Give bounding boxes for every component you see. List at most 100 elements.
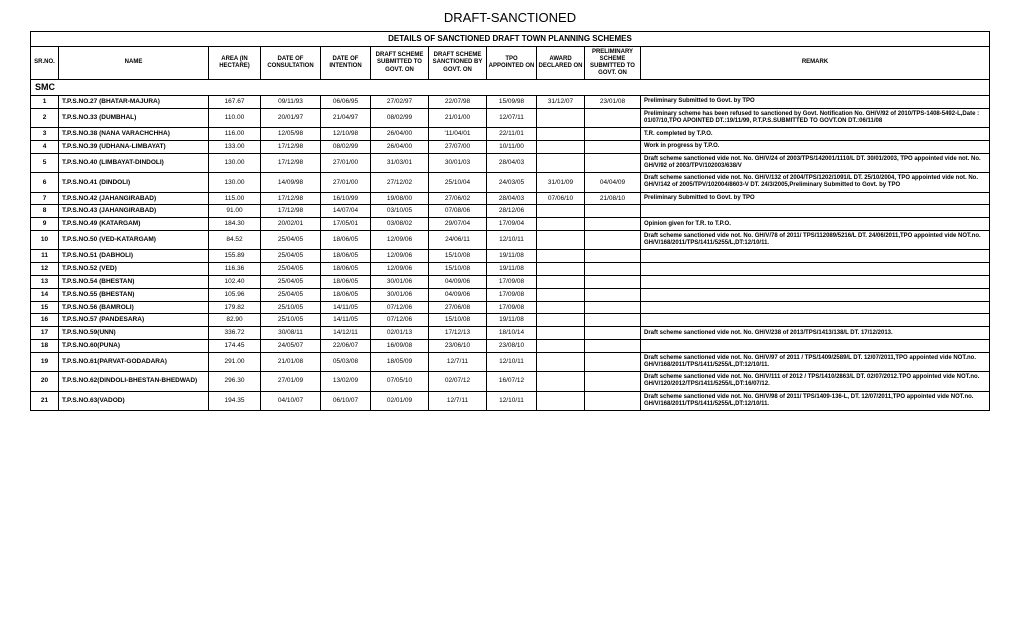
cell-consult: 17/12/98 <box>261 192 321 205</box>
cell-intention: 22/06/07 <box>321 340 371 353</box>
cell-prelim <box>585 141 641 154</box>
cell-intention: 14/12/11 <box>321 327 371 340</box>
cell-tpo: 28/04/03 <box>487 192 537 205</box>
cell-award <box>537 218 585 231</box>
cell-draft-sanctioned: 21/01/00 <box>429 108 487 127</box>
cell-area: 336.72 <box>209 327 261 340</box>
cell-sr: 5 <box>31 153 59 172</box>
cell-remark: Draft scheme sanctioned vide not. No. GH… <box>641 153 990 172</box>
hdr-consult: DATE OF CONSULTATION <box>261 46 321 80</box>
table-row: 21T.P.S.NO.63(VADOD)194.3504/10/0706/10/… <box>31 391 990 410</box>
cell-award <box>537 301 585 314</box>
cell-consult: 25/04/05 <box>261 288 321 301</box>
cell-sr: 8 <box>31 205 59 218</box>
cell-prelim: 23/01/08 <box>585 96 641 109</box>
cell-intention: 18/06/05 <box>321 276 371 289</box>
cell-intention: 27/01/00 <box>321 153 371 172</box>
cell-intention: 17/05/01 <box>321 218 371 231</box>
cell-draft-submitted: 30/01/06 <box>371 288 429 301</box>
hdr-award: AWARD DECLARED ON <box>537 46 585 80</box>
cell-draft-submitted: 31/03/01 <box>371 153 429 172</box>
cell-intention: 14/07/04 <box>321 205 371 218</box>
cell-draft-submitted: 07/05/10 <box>371 372 429 391</box>
table-row: 3T.P.S.NO.38 (NANA VARACHCHHA)116.0012/0… <box>31 128 990 141</box>
cell-intention: 18/06/05 <box>321 263 371 276</box>
cell-draft-submitted: 03/08/02 <box>371 218 429 231</box>
cell-remark <box>641 314 990 327</box>
cell-area: 133.00 <box>209 141 261 154</box>
cell-remark: Preliminary Submitted to Govt. by TPO <box>641 96 990 109</box>
cell-area: 174.45 <box>209 340 261 353</box>
table-row: 17T.P.S.NO.59(UNN)336.7230/08/1114/12/11… <box>31 327 990 340</box>
hdr-draft-sanctioned: DRAFT SCHEME SANCTIONED BY GOVT. ON <box>429 46 487 80</box>
cell-sr: 7 <box>31 192 59 205</box>
cell-sr: 4 <box>31 141 59 154</box>
cell-remark <box>641 263 990 276</box>
cell-tpo: 12/10/11 <box>487 391 537 410</box>
cell-name: T.P.S.NO.41 (DINDOLI) <box>59 173 209 192</box>
cell-area: 130.00 <box>209 173 261 192</box>
cell-name: T.P.S.NO.40 (LIMBAYAT-DINDOLI) <box>59 153 209 172</box>
cell-tpo: 19/11/08 <box>487 314 537 327</box>
cell-consult: 24/05/07 <box>261 340 321 353</box>
cell-award <box>537 372 585 391</box>
cell-sr: 6 <box>31 173 59 192</box>
cell-name: T.P.S.NO.38 (NANA VARACHCHHA) <box>59 128 209 141</box>
cell-consult: 09/11/93 <box>261 96 321 109</box>
cell-remark: T.R. completed by T.P.O. <box>641 128 990 141</box>
cell-area: 105.96 <box>209 288 261 301</box>
cell-remark: Draft scheme sanctioned vide not. No. GH… <box>641 372 990 391</box>
cell-sr: 16 <box>31 314 59 327</box>
cell-draft-sanctioned: 30/01/03 <box>429 153 487 172</box>
cell-draft-sanctioned: 17/12/13 <box>429 327 487 340</box>
table-row: 20T.P.S.NO.62(DINDOLI-BHESTAN-BHEDWAD)29… <box>31 372 990 391</box>
cell-prelim: 04/04/09 <box>585 173 641 192</box>
cell-prelim <box>585 231 641 250</box>
cell-name: T.P.S.NO.56 (BAMROLI) <box>59 301 209 314</box>
cell-name: T.P.S.NO.62(DINDOLI-BHESTAN-BHEDWAD) <box>59 372 209 391</box>
cell-name: T.P.S.NO.57 (PANDESARA) <box>59 314 209 327</box>
cell-draft-sanctioned: 15/10/08 <box>429 250 487 263</box>
table-row: 10T.P.S.NO.50 (VED-KATARGAM)84.5225/04/0… <box>31 231 990 250</box>
cell-prelim <box>585 288 641 301</box>
table-row: 16T.P.S.NO.57 (PANDESARA)82.9025/10/0514… <box>31 314 990 327</box>
table-row: 6T.P.S.NO.41 (DINDOLI)130.0014/09/9827/0… <box>31 173 990 192</box>
cell-intention: 08/02/99 <box>321 141 371 154</box>
cell-area: 91.00 <box>209 205 261 218</box>
table-row: 19T.P.S.NO.61(PARVAT-GODADARA)291.0021/0… <box>31 352 990 371</box>
cell-consult: 25/04/05 <box>261 263 321 276</box>
cell-consult: 20/01/97 <box>261 108 321 127</box>
cell-prelim <box>585 250 641 263</box>
cell-tpo: 19/11/08 <box>487 250 537 263</box>
cell-intention: 12/10/98 <box>321 128 371 141</box>
cell-draft-sanctioned: '11/04/01 <box>429 128 487 141</box>
cell-remark <box>641 288 990 301</box>
cell-area: 116.00 <box>209 128 261 141</box>
cell-draft-sanctioned: 15/10/08 <box>429 263 487 276</box>
table-row: 14T.P.S.NO.55 (BHESTAN)105.9625/04/0518/… <box>31 288 990 301</box>
cell-consult: 25/04/05 <box>261 276 321 289</box>
table-row: 18T.P.S.NO.60(PUNA)174.4524/05/0722/06/0… <box>31 340 990 353</box>
cell-intention: 18/06/05 <box>321 231 371 250</box>
cell-intention: 13/02/09 <box>321 372 371 391</box>
cell-draft-submitted: 02/01/13 <box>371 327 429 340</box>
cell-draft-submitted: 27/02/97 <box>371 96 429 109</box>
cell-consult: 25/10/05 <box>261 301 321 314</box>
cell-award: 31/12/07 <box>537 96 585 109</box>
cell-intention: 06/10/07 <box>321 391 371 410</box>
cell-consult: 30/08/11 <box>261 327 321 340</box>
cell-tpo: 10/11/00 <box>487 141 537 154</box>
cell-draft-sanctioned: 23/06/10 <box>429 340 487 353</box>
cell-award <box>537 263 585 276</box>
cell-draft-submitted: 30/01/06 <box>371 276 429 289</box>
cell-draft-sanctioned: 12/7/11 <box>429 391 487 410</box>
cell-draft-submitted: 18/05/09 <box>371 352 429 371</box>
cell-tpo: 12/10/11 <box>487 231 537 250</box>
cell-prelim <box>585 205 641 218</box>
cell-sr: 9 <box>31 218 59 231</box>
cell-name: T.P.S.NO.61(PARVAT-GODADARA) <box>59 352 209 371</box>
cell-consult: 17/12/98 <box>261 141 321 154</box>
cell-remark <box>641 301 990 314</box>
cell-area: 155.89 <box>209 250 261 263</box>
cell-tpo: 19/11/08 <box>487 263 537 276</box>
